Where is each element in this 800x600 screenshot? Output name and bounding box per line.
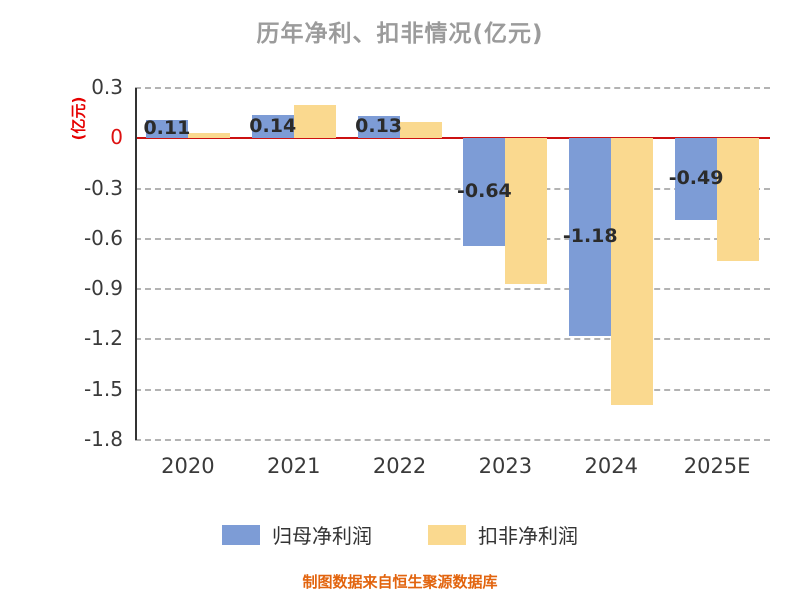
legend-label-parent-net-profit: 归母净利润 [272, 524, 372, 548]
bar-non-recurring-profit-2024 [611, 138, 654, 405]
bar-parent-net-profit-2021 [251, 114, 294, 139]
bar-value-label-2024: -1.18 [562, 225, 618, 248]
x-tick-label-2024: 2024 [584, 454, 638, 478]
bar-value-label-2023: -0.64 [457, 179, 512, 202]
y-tick-label: -0.6 [83, 225, 123, 250]
bar-value-label-2022: 0.13 [355, 115, 403, 138]
bar-value-label-2021: 0.14 [249, 114, 297, 137]
h-gridline [135, 87, 770, 89]
y-axis-line [135, 88, 137, 440]
x-tick-label-2025E: 2025E [683, 454, 751, 478]
bar-non-recurring-profit-2020 [187, 133, 230, 139]
data-source-note: 制图数据来自恒生聚源数据库 [302, 573, 498, 591]
y-tick-label: -1.5 [83, 376, 123, 401]
h-gridline [135, 288, 770, 291]
bar-value-label-2020: 0.11 [143, 117, 191, 140]
legend: 归母净利润 扣非净利润 [0, 520, 800, 549]
bar-parent-net-profit-2022 [357, 116, 400, 139]
x-tick-label-2020: 2020 [161, 454, 215, 478]
bar-non-recurring-profit-2021 [293, 104, 336, 139]
y-tick-label: 0.3 [91, 75, 123, 99]
bar-non-recurring-profit-2022 [399, 121, 442, 139]
y-tick-label: -0.9 [83, 276, 123, 301]
h-gridline [135, 439, 770, 441]
h-gridline [135, 388, 770, 391]
x-tick-label-2022: 2022 [372, 454, 427, 478]
y-tick-label: -0.3 [83, 175, 123, 200]
zero-axis-line [135, 137, 770, 140]
legend-swatch-non-recurring-profit [428, 524, 466, 545]
x-tick-label-2021: 2021 [267, 454, 321, 478]
legend-item-non-recurring-profit: 扣非净利润 [428, 520, 578, 549]
h-gridline [135, 187, 770, 190]
x-tick-label-2023: 2023 [478, 454, 533, 478]
y-tick-label: 0 [110, 125, 123, 150]
bar-parent-net-profit-2020 [145, 119, 188, 139]
bar-value-label-2025E: -0.49 [668, 167, 724, 190]
h-gridline [135, 338, 770, 341]
bar-parent-net-profit-2024 [569, 138, 612, 337]
chart-title: 历年净利、扣非情况(亿元) [256, 21, 544, 47]
y-tick-label: -1.8 [83, 427, 123, 451]
legend-label-non-recurring-profit: 扣非净利润 [478, 524, 578, 548]
h-gridline [135, 237, 770, 240]
y-tick-label: -1.2 [83, 326, 123, 351]
bar-parent-net-profit-2025E [675, 138, 718, 221]
bar-parent-net-profit-2023 [463, 138, 506, 246]
legend-item-parent-net-profit: 归母净利润 [222, 520, 372, 549]
legend-swatch-parent-net-profit [222, 524, 260, 545]
bar-non-recurring-profit-2023 [505, 138, 548, 285]
bar-non-recurring-profit-2025E [717, 138, 760, 261]
